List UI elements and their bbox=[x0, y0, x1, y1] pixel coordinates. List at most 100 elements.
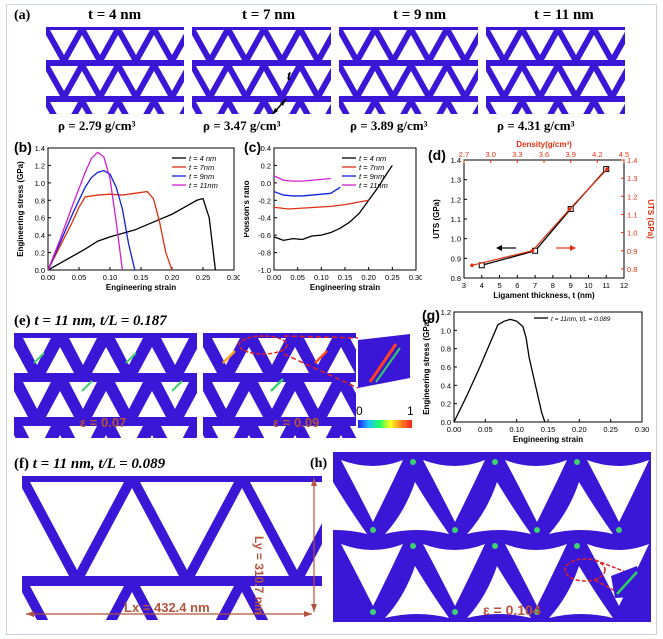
y2-axis-label: UTS (GPa) bbox=[646, 199, 654, 239]
lattice-image-t9 bbox=[339, 27, 478, 114]
legend-label-3: t = 9nm bbox=[189, 172, 214, 181]
lx-label: Lx = 432.4 nm bbox=[124, 600, 210, 615]
series-line-2 bbox=[47, 190, 173, 271]
y-tick-label: 1.4 bbox=[451, 156, 461, 165]
x-tick-label: 7 bbox=[533, 281, 537, 290]
y-tick-label: 1.1 bbox=[451, 215, 461, 224]
x-tick-label: 0.00 bbox=[447, 425, 462, 434]
panel-a-title-4: t = 11 nm bbox=[534, 7, 594, 23]
figure-frame bbox=[6, 4, 657, 635]
y2-tick-label: 1.2 bbox=[627, 192, 637, 201]
panel-a-title-3: t = 9 nm bbox=[393, 7, 447, 23]
panel-f-title-text: t = 11 nm, t/L = 0.089 bbox=[32, 456, 166, 472]
x-axis-label: Engineering strain bbox=[513, 435, 583, 444]
x-tick-label: 10 bbox=[584, 281, 592, 290]
x-tick-label: 3 bbox=[462, 281, 466, 290]
y-tick-label: 0.9 bbox=[451, 254, 461, 263]
x-tick-label: 0.20 bbox=[361, 273, 376, 282]
panel-a-title-2: t = 7 nm bbox=[242, 7, 296, 23]
series-line-1 bbox=[481, 168, 607, 266]
lattice-image-t11 bbox=[486, 27, 625, 114]
x2-tick-label: 4.5 bbox=[619, 150, 629, 159]
density-t4: ρ = 2.79 g/cm³ bbox=[58, 118, 136, 133]
series-line-3 bbox=[47, 169, 136, 271]
plot-frame bbox=[463, 159, 625, 279]
y-tick-label: 0.0 bbox=[35, 266, 45, 275]
y-tick-label: 0.4 bbox=[261, 144, 271, 153]
series-line-1 bbox=[273, 165, 393, 242]
strain-map-e2: ε = 0.09 bbox=[203, 333, 356, 438]
deformed-lattice-h: ε = 0.104 bbox=[333, 452, 651, 622]
panel-f-label: (f) bbox=[14, 456, 29, 472]
x-tick-label: 0.30 bbox=[635, 425, 650, 434]
x2-tick-label: 3.3 bbox=[512, 150, 522, 159]
series-line-3 bbox=[273, 186, 341, 197]
chart-g: (g) 0.00 0.05 0.10 0.15 0.20 0.25 0.30 0.0 0.2 0.4… bbox=[422, 307, 650, 444]
x-tick-label: 0.00 bbox=[267, 273, 282, 282]
density-point bbox=[567, 207, 572, 211]
zoom-callout-e bbox=[283, 334, 410, 389]
panel-e-title-text: t = 11 nm, t/L = 0.187 bbox=[34, 313, 167, 329]
x-tick-label: 11 bbox=[602, 281, 610, 290]
x-tick-label: 0.15 bbox=[338, 273, 353, 282]
y2-tick-label: 1.3 bbox=[627, 174, 637, 183]
x-tick-label: 0.10 bbox=[103, 273, 118, 282]
x-tick-label: 0.10 bbox=[314, 273, 329, 282]
x-tick-label: 0.20 bbox=[572, 425, 587, 434]
x-tick-label: 12 bbox=[620, 281, 628, 290]
legend-label-2: t = 7nm bbox=[359, 163, 384, 172]
x-tick-label: 9 bbox=[569, 281, 573, 290]
x-tick-label: 0.30 bbox=[409, 273, 422, 282]
x-tick-label: 0.20 bbox=[165, 273, 180, 282]
panel-a-title-1: t = 4 nm bbox=[88, 7, 142, 23]
y-tick-label: 1.4 bbox=[35, 144, 45, 153]
x-tick-label: 0.05 bbox=[478, 425, 493, 434]
y-tick-label: 0.6 bbox=[35, 214, 45, 223]
panel-a-label: (a) bbox=[14, 8, 31, 23]
density-t9: ρ = 3.89 g/cm³ bbox=[350, 118, 428, 133]
y-tick-label: 0.2 bbox=[441, 400, 451, 409]
panel-f-title: (f) t = 11 nm, t/L = 0.089 bbox=[14, 456, 165, 473]
x-tick-label: 5 bbox=[497, 281, 501, 290]
y-tick-label: 1.0 bbox=[441, 326, 451, 335]
density-t11: ρ = 4.31 g/cm³ bbox=[497, 118, 575, 133]
y-tick-label: 1.0 bbox=[451, 235, 461, 244]
panel-e-title: (e) t = 11 nm, t/L = 0.187 bbox=[14, 313, 167, 330]
colorbar-max: 1 bbox=[407, 404, 414, 418]
chart-d: (d) 3 4 5 6 7 8 9 10 11 12 0.8 0.9 1.0 1.1 1.2 1.3 1.4 Lig… bbox=[428, 140, 654, 300]
panel-c-label: (c) bbox=[244, 140, 261, 155]
strain-label-e1: ε = 0.07 bbox=[80, 415, 127, 430]
series-line-4 bbox=[47, 151, 124, 271]
density-point bbox=[530, 248, 535, 253]
x-axis-label: Ligament thickness, t (nm) bbox=[493, 291, 595, 300]
legend-label-1: t = 4 nm bbox=[359, 154, 386, 163]
legend-label-1: t = 4 nm bbox=[189, 154, 216, 163]
x-tick-label: 6 bbox=[515, 281, 519, 290]
x-tick-label: 4 bbox=[480, 281, 484, 290]
strain-label-h: ε = 0.104 bbox=[483, 602, 541, 618]
series-line-1 bbox=[453, 318, 546, 423]
legend-label-2: t = 7nm bbox=[189, 163, 214, 172]
x-tick-label: 0.00 bbox=[41, 273, 56, 282]
x-tick-label: 0.15 bbox=[134, 273, 149, 282]
x-tick-label: 0.25 bbox=[196, 273, 211, 282]
x2-tick-label: 3.0 bbox=[485, 150, 495, 159]
density-point bbox=[605, 167, 609, 171]
y-tick-label: 1.2 bbox=[35, 161, 45, 170]
arrow-left-head bbox=[496, 245, 502, 251]
lattice-image-t7: t bbox=[192, 27, 331, 114]
y-tick-label: 0.2 bbox=[35, 249, 45, 258]
panel-e-label: (e) bbox=[14, 313, 31, 329]
y-tick-label: 1.0 bbox=[35, 179, 45, 188]
x2-tick-label: 2.7 bbox=[459, 150, 469, 159]
ly-label: Ly = 310.7 nm bbox=[252, 536, 266, 615]
y2-tick-label: 0.9 bbox=[627, 247, 637, 256]
y-axis-label: Engineering stress (GPa) bbox=[422, 319, 431, 415]
y-tick-label: 0.4 bbox=[35, 231, 45, 240]
x-tick-label: 0.25 bbox=[385, 273, 400, 282]
y-axis-label: Engineering stress (GPa) bbox=[16, 161, 25, 257]
legend-label-3: t = 9nm bbox=[359, 172, 384, 181]
y-tick-label: 0.6 bbox=[441, 363, 451, 372]
y-tick-label: 1.3 bbox=[451, 176, 461, 185]
x2-axis-label: Density(g/cm³) bbox=[516, 140, 572, 149]
